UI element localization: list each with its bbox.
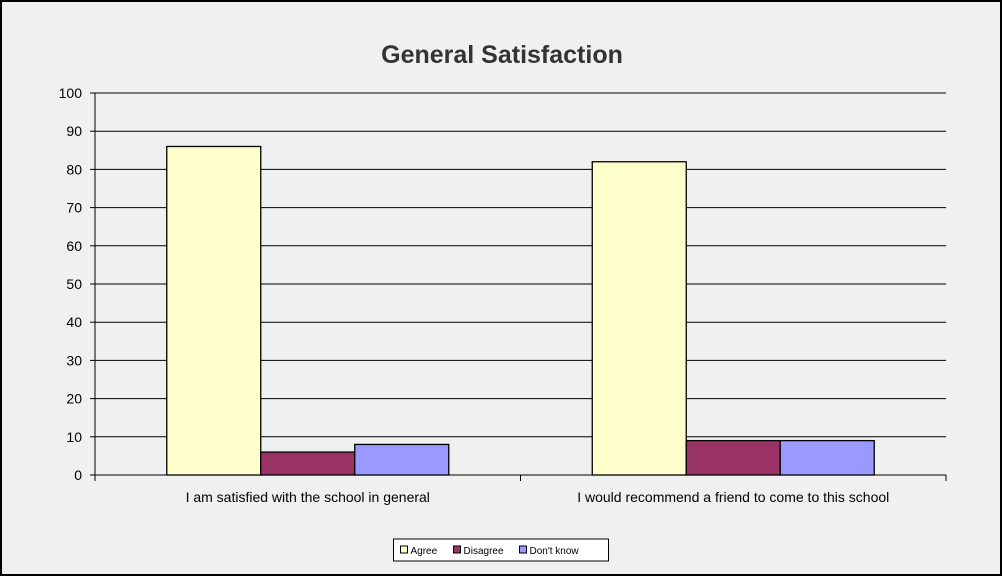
legend-swatch: [453, 545, 461, 554]
axis-layer: [90, 92, 947, 481]
y-tick-label: 80: [66, 161, 82, 177]
bar-don-t-know-1: [354, 443, 450, 476]
y-tick-label: 10: [66, 429, 82, 445]
bar-disagree-1: [260, 451, 356, 476]
bar-agree-1: [166, 145, 262, 476]
legend-box: [393, 538, 609, 562]
bar-agree-2: [591, 161, 687, 476]
legend-swatch: [519, 545, 527, 554]
bar-disagree-2: [685, 439, 781, 476]
y-tick-label: 70: [66, 200, 82, 216]
legend-label: Disagree: [464, 546, 504, 557]
y-tick-label: 40: [66, 314, 82, 330]
x-tick-label: I am satisfied with the school in genera…: [186, 489, 430, 505]
bar-don-t-know-2: [779, 439, 875, 476]
y-tick-label: 0: [74, 467, 82, 483]
legend-swatch: [400, 545, 408, 554]
y-tick-label: 100: [59, 85, 83, 101]
y-tick-label: 60: [66, 238, 82, 254]
x-axis-labels: I am satisfied with the school in genera…: [186, 489, 890, 505]
legend-label: Don't know: [530, 546, 580, 557]
x-tick-label: I would recommend a friend to come to th…: [577, 489, 889, 505]
legend-label: Agree: [411, 546, 438, 557]
y-tick-label: 20: [66, 391, 82, 407]
y-axis-ticks: 0 10 20 30 40 50 60 70 80 90 100: [59, 85, 83, 483]
chart-title: General Satisfaction: [381, 41, 623, 69]
y-tick-label: 50: [66, 276, 82, 292]
y-tick-label: 90: [66, 123, 82, 139]
legend: Agree Disagree Don't know: [393, 538, 609, 562]
bar-layer: [166, 145, 875, 476]
y-tick-label: 30: [66, 352, 82, 368]
